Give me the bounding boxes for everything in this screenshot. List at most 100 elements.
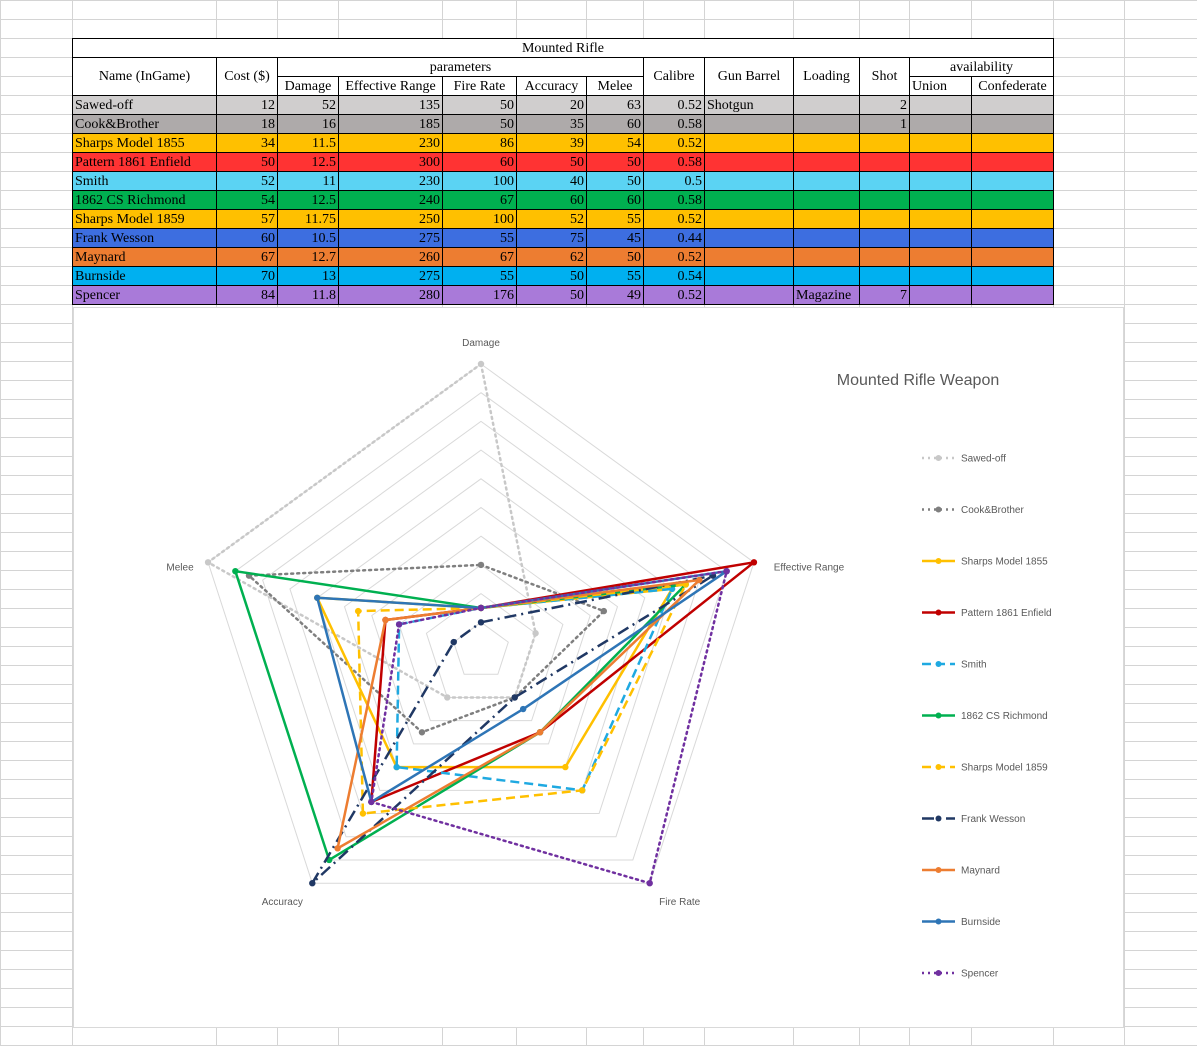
cell-union[interactable]	[909, 171, 972, 191]
cell-name[interactable]: Smith	[72, 171, 217, 191]
cell-calibre[interactable]: 0.58	[643, 114, 705, 134]
cell-confederate[interactable]	[971, 209, 1054, 229]
cell-cost[interactable]: 70	[216, 266, 278, 286]
cell-range[interactable]: 275	[338, 266, 443, 286]
cell-range[interactable]: 275	[338, 228, 443, 248]
cell-fire-rate[interactable]: 55	[442, 266, 517, 286]
cell-calibre[interactable]: 0.52	[643, 209, 705, 229]
cell-accuracy[interactable]: 75	[516, 228, 587, 248]
cell-shot[interactable]	[859, 171, 910, 191]
cell-damage[interactable]: 11.75	[277, 209, 339, 229]
cell-loading[interactable]	[793, 171, 860, 191]
cell-calibre[interactable]: 0.54	[643, 266, 705, 286]
cell-accuracy[interactable]: 50	[516, 152, 587, 172]
cell-damage[interactable]: 12.7	[277, 247, 339, 267]
cell-shot[interactable]	[859, 266, 910, 286]
cell-shot[interactable]	[859, 133, 910, 153]
cell-union[interactable]	[909, 247, 972, 267]
cell-shot[interactable]	[859, 209, 910, 229]
cell-melee[interactable]: 55	[586, 209, 644, 229]
cell-cost[interactable]: 12	[216, 95, 278, 115]
cell-barrel[interactable]	[704, 133, 794, 153]
cell-union[interactable]	[909, 285, 972, 305]
cell-calibre[interactable]: 0.52	[643, 133, 705, 153]
cell-barrel[interactable]	[704, 152, 794, 172]
cell-name[interactable]: 1862 CS Richmond	[72, 190, 217, 210]
cell-union[interactable]	[909, 133, 972, 153]
cell-confederate[interactable]	[971, 133, 1054, 153]
cell-name[interactable]: Maynard	[72, 247, 217, 267]
cell-union[interactable]	[909, 228, 972, 248]
cell-accuracy[interactable]: 50	[516, 285, 587, 305]
cell-confederate[interactable]	[971, 95, 1054, 115]
cell-cost[interactable]: 54	[216, 190, 278, 210]
cell-barrel[interactable]	[704, 285, 794, 305]
cell-accuracy[interactable]: 35	[516, 114, 587, 134]
cell-shot[interactable]	[859, 247, 910, 267]
cell-calibre[interactable]: 0.58	[643, 190, 705, 210]
cell-calibre[interactable]: 0.5	[643, 171, 705, 191]
cell-fire-rate[interactable]: 67	[442, 190, 517, 210]
cell-fire-rate[interactable]: 176	[442, 285, 517, 305]
cell-accuracy[interactable]: 62	[516, 247, 587, 267]
cell-confederate[interactable]	[971, 247, 1054, 267]
cell-name[interactable]: Burnside	[72, 266, 217, 286]
cell-melee[interactable]: 50	[586, 171, 644, 191]
cell-damage[interactable]: 16	[277, 114, 339, 134]
cell-cost[interactable]: 52	[216, 171, 278, 191]
cell-loading[interactable]	[793, 209, 860, 229]
cell-accuracy[interactable]: 52	[516, 209, 587, 229]
cell-accuracy[interactable]: 40	[516, 171, 587, 191]
cell-confederate[interactable]	[971, 228, 1054, 248]
cell-loading[interactable]	[793, 190, 860, 210]
cell-calibre[interactable]: 0.44	[643, 228, 705, 248]
cell-name[interactable]: Sharps Model 1859	[72, 209, 217, 229]
cell-barrel[interactable]	[704, 247, 794, 267]
cell-melee[interactable]: 45	[586, 228, 644, 248]
cell-damage[interactable]: 52	[277, 95, 339, 115]
cell-range[interactable]: 300	[338, 152, 443, 172]
cell-damage[interactable]: 12.5	[277, 190, 339, 210]
cell-melee[interactable]: 60	[586, 114, 644, 134]
cell-damage[interactable]: 13	[277, 266, 339, 286]
cell-union[interactable]	[909, 95, 972, 115]
cell-name[interactable]: Sawed-off	[72, 95, 217, 115]
cell-accuracy[interactable]: 50	[516, 266, 587, 286]
cell-cost[interactable]: 57	[216, 209, 278, 229]
cell-confederate[interactable]	[971, 285, 1054, 305]
cell-loading[interactable]	[793, 133, 860, 153]
cell-melee[interactable]: 55	[586, 266, 644, 286]
cell-melee[interactable]: 63	[586, 95, 644, 115]
cell-name[interactable]: Spencer	[72, 285, 217, 305]
cell-damage[interactable]: 11.8	[277, 285, 339, 305]
cell-union[interactable]	[909, 190, 972, 210]
cell-range[interactable]: 135	[338, 95, 443, 115]
cell-melee[interactable]: 50	[586, 247, 644, 267]
cell-damage[interactable]: 12.5	[277, 152, 339, 172]
cell-melee[interactable]: 49	[586, 285, 644, 305]
cell-shot[interactable]: 1	[859, 114, 910, 134]
cell-shot[interactable]: 7	[859, 285, 910, 305]
cell-cost[interactable]: 34	[216, 133, 278, 153]
cell-calibre[interactable]: 0.58	[643, 152, 705, 172]
cell-range[interactable]: 250	[338, 209, 443, 229]
cell-barrel[interactable]	[704, 114, 794, 134]
cell-shot[interactable]: 2	[859, 95, 910, 115]
cell-shot[interactable]	[859, 152, 910, 172]
cell-confederate[interactable]	[971, 266, 1054, 286]
cell-range[interactable]: 230	[338, 133, 443, 153]
cell-cost[interactable]: 84	[216, 285, 278, 305]
cell-name[interactable]: Pattern 1861 Enfield	[72, 152, 217, 172]
cell-union[interactable]	[909, 266, 972, 286]
cell-name[interactable]: Frank Wesson	[72, 228, 217, 248]
cell-accuracy[interactable]: 39	[516, 133, 587, 153]
cell-loading[interactable]: Magazine	[793, 285, 860, 305]
cell-confederate[interactable]	[971, 152, 1054, 172]
cell-union[interactable]	[909, 114, 972, 134]
cell-calibre[interactable]: 0.52	[643, 285, 705, 305]
cell-fire-rate[interactable]: 86	[442, 133, 517, 153]
cell-cost[interactable]: 50	[216, 152, 278, 172]
cell-fire-rate[interactable]: 100	[442, 209, 517, 229]
cell-shot[interactable]	[859, 190, 910, 210]
cell-damage[interactable]: 11	[277, 171, 339, 191]
